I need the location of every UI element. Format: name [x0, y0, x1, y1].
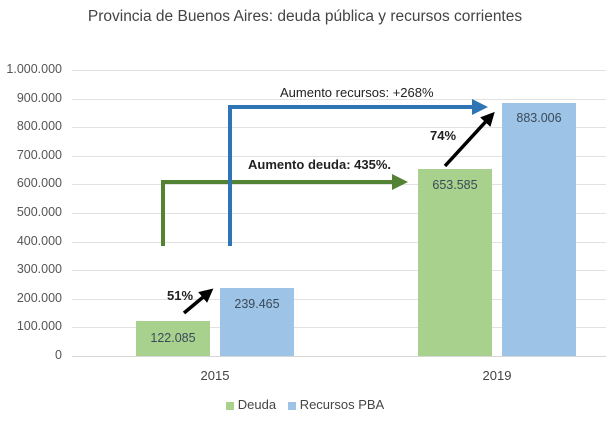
legend-swatch-deuda-icon [225, 401, 234, 410]
bar-label-deuda-2019: 653.585 [432, 178, 478, 192]
bar-label-recursos-2015: 239.465 [234, 297, 280, 311]
gridline [72, 327, 606, 329]
y-tick: 400.000 [16, 233, 62, 248]
x-axis-line [72, 356, 606, 357]
gridline [72, 213, 606, 214]
y-tick: 700.000 [16, 147, 62, 162]
annotation-aumento-recursos: Aumento recursos: +268% [280, 85, 434, 100]
gridline [72, 241, 606, 243]
legend-label: Deuda [237, 397, 277, 412]
legend-swatch-recursos-icon [287, 401, 296, 410]
gridline [72, 155, 606, 157]
bar-deuda-2015 [136, 321, 210, 356]
legend-item-recursos: Recursos PBA [287, 397, 385, 412]
arrow-deuda-icon [161, 174, 408, 246]
bar-recursos-2019 [502, 103, 576, 356]
legend-label: Recursos PBA [299, 397, 385, 412]
arrow-growth-2015-icon [182, 288, 214, 315]
gridline [72, 270, 606, 272]
gridline [72, 298, 606, 300]
y-tick: 1.000.000 [6, 62, 62, 76]
legend: Deuda Recursos PBA [0, 397, 610, 412]
gridline [72, 184, 606, 186]
x-tick-2015: 2015 [200, 368, 230, 383]
y-tick: 300.000 [16, 262, 62, 277]
y-tick: 600.000 [16, 176, 62, 191]
y-tick: 900.000 [16, 90, 62, 105]
annotation-pct-2019: 74% [430, 128, 457, 143]
annotation-aumento-deuda: Aumento deuda: 435%. [248, 157, 392, 172]
arrow-growth-2019-icon [443, 111, 495, 168]
y-tick: 200.000 [16, 290, 62, 305]
bar-recursos-2015 [220, 288, 294, 356]
bar-label-recursos-2019: 883.006 [516, 111, 562, 125]
legend-item-deuda: Deuda [225, 397, 277, 412]
chart-title: Provincia de Buenos Aires: deuda pública… [87, 8, 523, 25]
y-tick: 500.000 [16, 205, 62, 219]
x-tick-2019: 2019 [482, 368, 512, 383]
bar-label-deuda-2015: 122.085 [150, 331, 196, 345]
bar-deuda-2019 [418, 169, 492, 356]
y-tick: 800.000 [16, 119, 62, 134]
y-tick: 0 [55, 348, 62, 362]
arrow-recursos-icon [228, 99, 488, 246]
gridline [72, 127, 606, 129]
gridline [72, 98, 606, 100]
annotation-pct-2015: 51% [167, 288, 194, 303]
y-tick: 100.000 [16, 319, 62, 334]
gridline [72, 70, 606, 71]
